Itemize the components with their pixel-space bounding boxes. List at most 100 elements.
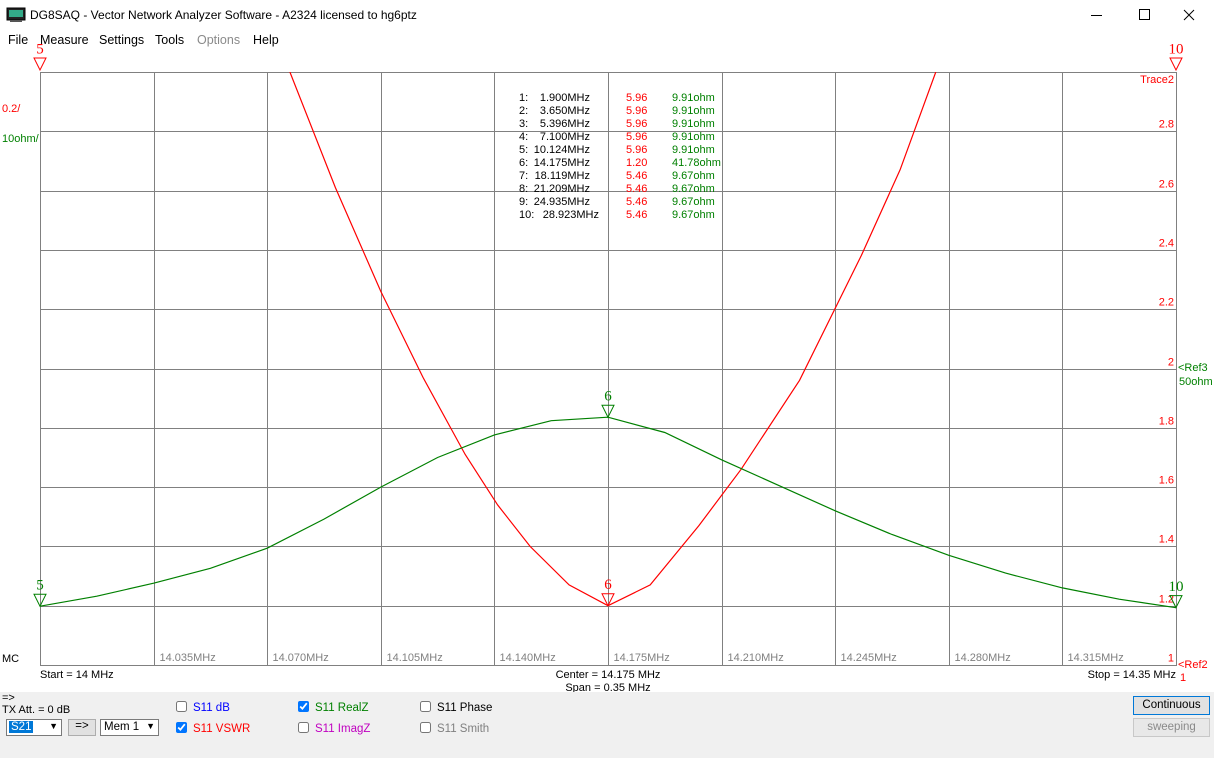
checkbox[interactable] xyxy=(420,722,431,733)
marker-vswr: 5.46 xyxy=(626,196,647,208)
marker-realz: 9.91ohm xyxy=(672,92,715,104)
marker-label: 5 xyxy=(36,41,44,57)
marker-vswr: 5.46 xyxy=(626,209,647,221)
checkbox[interactable] xyxy=(298,722,309,733)
y-tick-label: 1.6 xyxy=(1159,474,1174,486)
marker-realz: 9.91ohm xyxy=(672,105,715,117)
marker-freq: 7.100MHz xyxy=(540,131,590,143)
span-label: Span = 0.35 MHz xyxy=(565,682,650,694)
marker-freq: 28.923MHz xyxy=(543,209,599,221)
marker xyxy=(33,57,47,72)
checkbox-label: S11 dB xyxy=(193,702,230,714)
checkbox[interactable] xyxy=(176,722,187,733)
tx-att: TX Att. = 0 dB xyxy=(2,704,71,716)
checkbox-label: S11 VSWR xyxy=(193,723,251,735)
x-tick-label: 14.315MHz xyxy=(1068,652,1124,664)
dropdown-arrow: ▼ xyxy=(49,721,58,731)
marker-realz: 9.67ohm xyxy=(672,196,715,208)
menu-item[interactable]: Measure xyxy=(40,33,89,47)
marker-freq: 10.124MHz xyxy=(534,144,590,156)
menu-item[interactable]: Settings xyxy=(99,33,145,47)
window-title: DG8SAQ - Vector Network Analyzer Softwar… xyxy=(30,8,417,22)
marker-vswr: 5.96 xyxy=(626,92,647,104)
menu-item[interactable]: Help xyxy=(253,33,279,47)
marker-freq: 21.209MHz xyxy=(534,183,590,195)
marker-index: 10: xyxy=(519,209,534,221)
marker-freq: 3.650MHz xyxy=(540,105,590,117)
ref3-label: <Ref3 xyxy=(1178,362,1208,374)
arrow-label: => xyxy=(2,692,15,704)
marker-vswr: 1.20 xyxy=(626,157,647,169)
marker-realz: 9.91ohm xyxy=(672,118,715,130)
y-tick-label: 2 xyxy=(1168,356,1174,368)
marker-freq: 1.900MHz xyxy=(540,92,590,104)
close[interactable] xyxy=(1183,9,1195,21)
marker-index: 9: xyxy=(519,196,528,208)
marker-realz: 9.67ohm xyxy=(672,170,715,182)
port-value: S21 xyxy=(9,721,34,733)
checkbox[interactable] xyxy=(176,701,187,712)
marker-label: 10 xyxy=(1169,41,1184,57)
app-icon xyxy=(6,7,26,22)
marker-index: 2: xyxy=(519,105,528,117)
marker-vswr: 5.46 xyxy=(626,183,647,195)
maximize[interactable] xyxy=(1139,9,1150,20)
marker-index: 1: xyxy=(519,92,528,104)
y-tick-label: 1.4 xyxy=(1159,533,1174,545)
menu-item[interactable]: File xyxy=(8,33,29,47)
trace-checkbox[interactable]: S11 VSWR xyxy=(176,722,250,735)
checkbox-label: S11 Phase xyxy=(437,702,493,714)
stop-label: Stop = 14.35 MHz xyxy=(1088,669,1176,681)
marker-label: 5 xyxy=(36,578,44,594)
checkbox-label: S11 ImagZ xyxy=(315,723,371,735)
marker-index: 8: xyxy=(519,183,528,195)
x-tick-label: 14.035MHz xyxy=(160,652,216,664)
marker-vswr: 5.96 xyxy=(626,105,647,117)
trace-checkbox[interactable]: S11 Phase xyxy=(420,701,492,714)
window-buttons[interactable] xyxy=(1074,0,1214,30)
trace-checkbox[interactable]: S11 RealZ xyxy=(298,701,368,714)
y-tick-label: 2.4 xyxy=(1159,237,1174,249)
menu-item[interactable]: Tools xyxy=(155,33,185,47)
ref2-value: 1 xyxy=(1180,672,1186,684)
marker xyxy=(601,404,615,419)
marker-realz: 9.67ohm xyxy=(672,183,715,195)
start-label: Start = 14 MHz xyxy=(40,669,114,681)
marker-freq: 14.175MHz xyxy=(534,157,590,169)
ref2-label: <Ref2 xyxy=(1178,659,1208,671)
x-tick-label: 14.140MHz xyxy=(500,652,556,664)
marker-freq: 18.119MHz xyxy=(535,170,590,182)
y2-scale-label: 10ohm/ xyxy=(2,133,40,145)
marker-realz: 9.91ohm xyxy=(672,144,715,156)
copy-button[interactable]: => xyxy=(68,719,96,736)
menu-bar: File Measure Settings Tools Options Help xyxy=(0,30,1214,52)
checkbox[interactable] xyxy=(420,701,431,712)
trace-checkbox[interactable]: S11 Smith xyxy=(420,722,489,735)
memory-select[interactable]: Mem 1 ▼ xyxy=(100,719,159,736)
marker-realz: 41.78ohm xyxy=(672,157,721,169)
checkbox-label: S11 RealZ xyxy=(315,702,369,714)
y-tick-label: 2.8 xyxy=(1159,118,1174,130)
marker-label: 6 xyxy=(604,389,612,405)
x-tick-label: 14.210MHz xyxy=(728,652,784,664)
trace-checkbox[interactable]: S11 dB xyxy=(176,701,230,714)
marker-index: 7: xyxy=(519,170,528,182)
control-panel: => TX Att. = 0 dB S21 ▼ => Mem 1 ▼ S11 d… xyxy=(0,692,1214,758)
trace-label: Trace2 xyxy=(1140,74,1174,86)
trace-checkbox[interactable]: S11 ImagZ xyxy=(298,722,370,735)
marker xyxy=(1169,595,1183,609)
port-select[interactable]: S21 ▼ xyxy=(6,719,62,736)
x-tick-label: 14.070MHz xyxy=(273,652,329,664)
marker-index: 6: xyxy=(519,157,528,169)
marker-vswr: 5.96 xyxy=(626,131,647,143)
x-tick-label: 14.245MHz xyxy=(841,652,897,664)
menu-item: Options xyxy=(197,33,241,47)
continuous-button[interactable]: Continuous xyxy=(1133,696,1210,715)
x-tick-label: 14.175MHz xyxy=(614,652,670,664)
marker-index: 3: xyxy=(519,118,528,130)
marker-vswr: 5.96 xyxy=(626,118,647,130)
title-bar: DG8SAQ - Vector Network Analyzer Softwar… xyxy=(0,0,1214,30)
checkbox[interactable] xyxy=(298,701,309,712)
x-tick-label: 14.280MHz xyxy=(955,652,1011,664)
